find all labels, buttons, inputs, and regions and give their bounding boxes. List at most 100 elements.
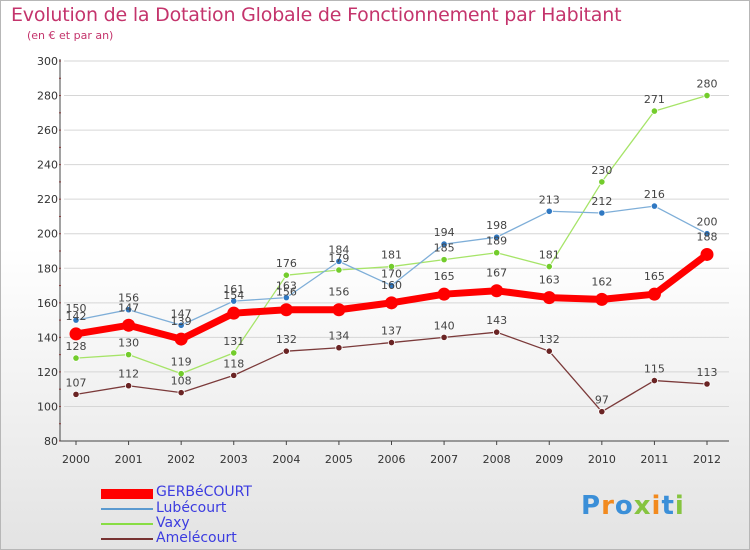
- y-tick-label-200: 200: [37, 228, 58, 241]
- legend-swatch-amelecourt: [101, 538, 153, 540]
- y-tick-label-280: 280: [37, 90, 58, 103]
- legend-item-vaxy: Vaxy: [101, 515, 401, 533]
- data-label-lubecourt-2001: 156: [118, 292, 139, 305]
- data-label-gerbecourt-2005: 156: [328, 286, 349, 299]
- point-lubecourt-2008: [493, 233, 501, 241]
- data-label-gerbecourt-2006: 160: [381, 279, 402, 292]
- point-vaxy-2010: [598, 178, 606, 186]
- point-vaxy-2011: [650, 107, 659, 115]
- point-gerbecourt-2012: [700, 247, 714, 261]
- data-label-vaxy-2004: 176: [276, 257, 297, 270]
- x-tick-label-2004: 2004: [272, 453, 300, 466]
- data-label-amelecourt-2002: 108: [171, 375, 192, 388]
- data-label-amelecourt-2001: 112: [118, 368, 139, 381]
- point-vaxy-2004: [282, 271, 290, 279]
- point-gerbecourt-2011: [647, 287, 661, 301]
- data-label-lubecourt-2000: 150: [66, 302, 87, 315]
- chart-title: Evolution de la Dotation Globale de Fonc…: [11, 4, 622, 26]
- data-label-lubecourt-2010: 212: [591, 195, 612, 208]
- x-tick-label-2007: 2007: [430, 453, 458, 466]
- data-label-vaxy-2011: 271: [644, 93, 665, 106]
- data-label-amelecourt-2004: 132: [276, 333, 297, 346]
- data-label-amelecourt-2000: 107: [66, 376, 87, 389]
- x-tick-label-2011: 2011: [640, 453, 668, 466]
- point-lubecourt-2002: [177, 321, 185, 329]
- y-tick-label-300: 300: [37, 55, 58, 68]
- legend-label-gerbecourt: GERBéCOURT: [156, 484, 252, 500]
- point-amelecourt-2001: [124, 382, 133, 390]
- point-vaxy-2012: [703, 91, 711, 100]
- point-vaxy-2008: [493, 249, 501, 257]
- point-gerbecourt-2002: [174, 332, 188, 346]
- point-lubecourt-2007: [440, 240, 448, 248]
- point-lubecourt-2009: [545, 207, 553, 215]
- logo-letter: x: [633, 491, 652, 521]
- series-layer: [69, 91, 714, 416]
- logo-letter: t: [661, 491, 675, 521]
- grid-layer: [64, 60, 729, 407]
- data-label-vaxy-2003: 131: [223, 335, 244, 348]
- data-label-amelecourt-2012: 113: [697, 366, 718, 379]
- point-vaxy-2006: [387, 262, 396, 271]
- point-gerbecourt-2005: [332, 303, 346, 317]
- point-vaxy-2000: [72, 354, 80, 362]
- y-tick-label-100: 100: [37, 400, 58, 413]
- point-gerbecourt-2009: [542, 291, 556, 305]
- data-label-amelecourt-2009: 132: [539, 333, 560, 346]
- x-tick-label-2005: 2005: [325, 453, 353, 466]
- proxiti-logo: Proxiti: [581, 491, 685, 521]
- data-label-lubecourt-2009: 213: [539, 193, 560, 206]
- data-label-amelecourt-2007: 140: [434, 319, 455, 332]
- data-label-gerbecourt-2000: 142: [66, 310, 87, 323]
- x-tick-label-2006: 2006: [378, 453, 406, 466]
- point-amelecourt-2008: [493, 328, 501, 336]
- point-gerbecourt-2003: [227, 306, 241, 320]
- y-tick-label-220: 220: [37, 193, 58, 206]
- data-label-gerbecourt-2011: 165: [644, 270, 665, 283]
- data-label-vaxy-2009: 181: [539, 249, 560, 262]
- data-label-amelecourt-2003: 118: [223, 357, 244, 370]
- y-tick-label-140: 140: [37, 331, 58, 344]
- point-amelecourt-2003: [230, 371, 238, 379]
- x-tick-label-2008: 2008: [483, 453, 511, 466]
- point-amelecourt-2004: [282, 347, 290, 355]
- point-amelecourt-2000: [72, 390, 80, 398]
- data-label-gerbecourt-2008: 167: [486, 267, 507, 280]
- data-label-lubecourt-2012: 200: [697, 216, 718, 229]
- point-lubecourt-2011: [650, 202, 659, 210]
- data-label-lubecourt-2003: 161: [223, 283, 244, 296]
- legend-label-amelecourt: Amelécourt: [156, 530, 237, 546]
- point-amelecourt-2010: [598, 408, 606, 416]
- point-vaxy-2005: [335, 266, 343, 274]
- point-gerbecourt-2004: [279, 303, 293, 317]
- logo-letter: r: [601, 491, 615, 521]
- y-tick-label-160: 160: [37, 297, 58, 310]
- data-label-gerbecourt-2001: 147: [118, 301, 139, 314]
- data-label-amelecourt-2010: 97: [595, 394, 609, 407]
- data-label-gerbecourt-2009: 163: [539, 274, 560, 287]
- legend-item-amelecourt: Amelécourt: [101, 530, 401, 548]
- data-label-amelecourt-2008: 143: [486, 314, 507, 327]
- y-tick-label-80: 80: [44, 435, 58, 448]
- point-lubecourt-2001: [124, 306, 133, 314]
- legend-item-gerbecourt: GERBéCOURT: [101, 484, 401, 502]
- data-label-vaxy-2007: 185: [434, 242, 455, 255]
- point-vaxy-2009: [545, 262, 553, 271]
- point-gerbecourt-2000: [69, 327, 83, 341]
- data-label-layer: 107 112 108 118 132 134 137 140 143 132 97 115 113 12…: [66, 78, 718, 407]
- data-label-vaxy-2000: 128: [66, 340, 87, 353]
- data-label-vaxy-2001: 130: [118, 337, 139, 350]
- point-vaxy-2001: [124, 351, 133, 359]
- legend-label-vaxy: Vaxy: [156, 515, 190, 531]
- x-tick-label-2012: 2012: [693, 453, 721, 466]
- axis-layer: 80 100 120 140 160 180 200 220 240 260 280 300 2000 2…: [37, 55, 729, 466]
- y-tick-label-240: 240: [37, 159, 58, 172]
- logo-letter: P: [581, 491, 602, 521]
- point-lubecourt-2000: [72, 316, 80, 324]
- data-label-gerbecourt-2007: 165: [434, 270, 455, 283]
- point-gerbecourt-2007: [437, 287, 451, 301]
- x-tick-label-2001: 2001: [115, 453, 143, 466]
- point-lubecourt-2012: [703, 230, 711, 238]
